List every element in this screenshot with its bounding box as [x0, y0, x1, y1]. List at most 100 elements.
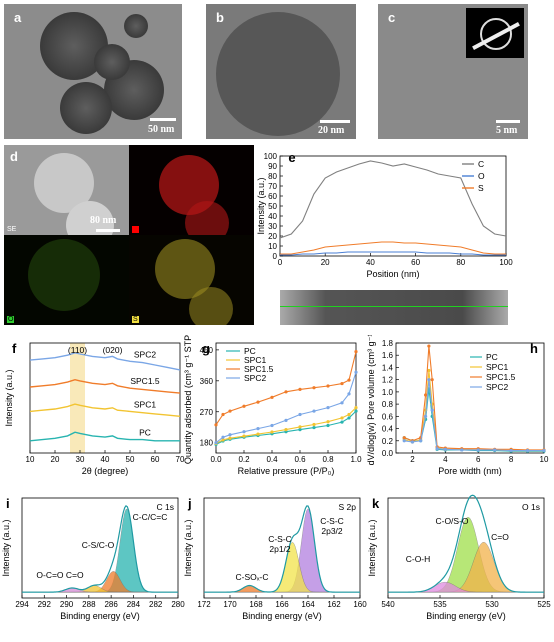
data-point	[340, 401, 344, 405]
panel-label: f	[12, 341, 17, 356]
particle	[159, 155, 219, 215]
panel-label: i	[6, 496, 10, 511]
series-line-PC	[215, 410, 357, 445]
x-tick-label: 290	[60, 600, 74, 609]
data-point	[326, 384, 330, 388]
data-point	[228, 436, 232, 440]
particle	[155, 239, 215, 299]
y-tick-label: 10	[268, 242, 277, 251]
particle	[216, 12, 340, 136]
data-point	[221, 438, 225, 442]
x-tick-label: 50	[126, 455, 135, 464]
data-point	[354, 406, 358, 410]
y-axis-label: Quantity adsorbed (cm³ g⁻¹ STP)	[183, 335, 193, 464]
tem-image-c: c 5 nm	[378, 4, 528, 139]
legend-label: SPC1	[244, 355, 266, 365]
data-point	[354, 370, 358, 374]
x-axis-label: Binding energy (eV)	[60, 611, 140, 621]
s-map-cloud	[155, 239, 233, 325]
x-tick-label: 30	[76, 455, 85, 464]
data-point	[270, 395, 274, 399]
scan-line	[280, 306, 508, 307]
peak-annotation: O-C=O C=O	[36, 570, 84, 580]
series-line-C	[279, 160, 507, 239]
x-tick-label: 535	[433, 600, 447, 609]
x-axis-label: Binding energy (eV)	[242, 611, 322, 621]
scale-bar-a	[150, 118, 176, 121]
data-point	[284, 418, 288, 422]
x-tick-label: 282	[149, 600, 163, 609]
data-point	[347, 412, 351, 417]
scale-bar-b	[320, 120, 350, 123]
y-tick-label: 70	[268, 182, 277, 191]
chart-g: 0.0 0.2 0.4 0.6 0.8 1.0 180 270 360 450 PCSPC1SPC1…	[183, 335, 362, 476]
data-point	[476, 448, 480, 452]
peak-annotation: C-SOₓ-C	[235, 572, 268, 582]
data-point	[347, 392, 351, 396]
x-tick-label: 162	[327, 600, 341, 609]
data-point	[228, 433, 232, 437]
x-axis-label: Position (nm)	[366, 269, 419, 279]
data-point	[228, 409, 232, 413]
peak-annotation: C-S/C-O	[82, 540, 115, 550]
x-tick-label: 280	[171, 600, 185, 609]
tem-image-b: b 20 nm	[206, 4, 356, 139]
x-tick-label: 10	[26, 455, 35, 464]
x-tick-label: 540	[381, 600, 395, 609]
y-tick-label: 30	[268, 222, 277, 231]
x-tick-label: 100	[499, 258, 513, 267]
panel-label: g	[202, 341, 210, 356]
data-point	[312, 422, 316, 427]
series-label: PC	[139, 428, 151, 438]
x-tick-label: 0.4	[266, 455, 278, 464]
y-tick-label: 0.6	[382, 412, 394, 421]
y-tick-label: 450	[200, 346, 214, 355]
legend-label: C	[478, 159, 484, 169]
plot-frame	[215, 342, 357, 454]
map-label-se: SE	[7, 226, 17, 233]
y-axis-label: Intensity (a.u.)	[256, 177, 266, 234]
panel-label: e	[288, 150, 295, 165]
x-tick-label: 80	[456, 258, 465, 267]
data-point	[284, 390, 288, 394]
x-axis-label: Relative pressure (P/P₀)	[238, 466, 335, 476]
x-tick-label: 160	[353, 600, 367, 609]
y-axis-label: Intensity (a.u.)	[4, 369, 14, 426]
x-tick-label: 1.0	[350, 455, 362, 464]
series-line-S	[280, 241, 506, 255]
scale-bar-c	[496, 120, 520, 123]
data-point	[270, 423, 274, 428]
series-label: SPC2	[134, 349, 156, 359]
data-point	[242, 430, 246, 434]
data-point	[312, 425, 316, 430]
legend-label: S	[478, 183, 484, 193]
data-point	[298, 387, 302, 392]
particle	[94, 44, 130, 80]
x-tick-label: 166	[275, 600, 289, 609]
data-point	[493, 448, 497, 452]
y-axis-label: dV/dlog(w) Pore volume (cm³ g⁻¹)	[366, 335, 376, 465]
data-point	[326, 420, 330, 424]
eds-map-c: C	[129, 145, 254, 235]
x-tick-label: 0.0	[210, 455, 222, 464]
data-point	[312, 409, 316, 413]
data-point	[424, 393, 428, 397]
series-line-SPC1	[29, 403, 181, 417]
y-tick-label: 1.6	[382, 351, 394, 360]
y-tick-label: 90	[268, 162, 277, 171]
legend-label: O	[478, 171, 485, 181]
c-map-cloud	[159, 155, 229, 235]
data-point	[427, 378, 431, 382]
peak-annotation: C-O-H	[406, 554, 431, 564]
series-line-SPC1.5	[215, 351, 357, 426]
particle	[34, 153, 94, 213]
peak-annotation: C-C/C=C	[133, 512, 168, 522]
data-point	[256, 400, 260, 404]
data-point	[298, 425, 302, 429]
x-tick-label: 294	[15, 600, 29, 609]
data-point	[402, 436, 406, 440]
data-point	[256, 432, 260, 436]
data-point	[354, 349, 358, 354]
data-point	[242, 404, 246, 408]
